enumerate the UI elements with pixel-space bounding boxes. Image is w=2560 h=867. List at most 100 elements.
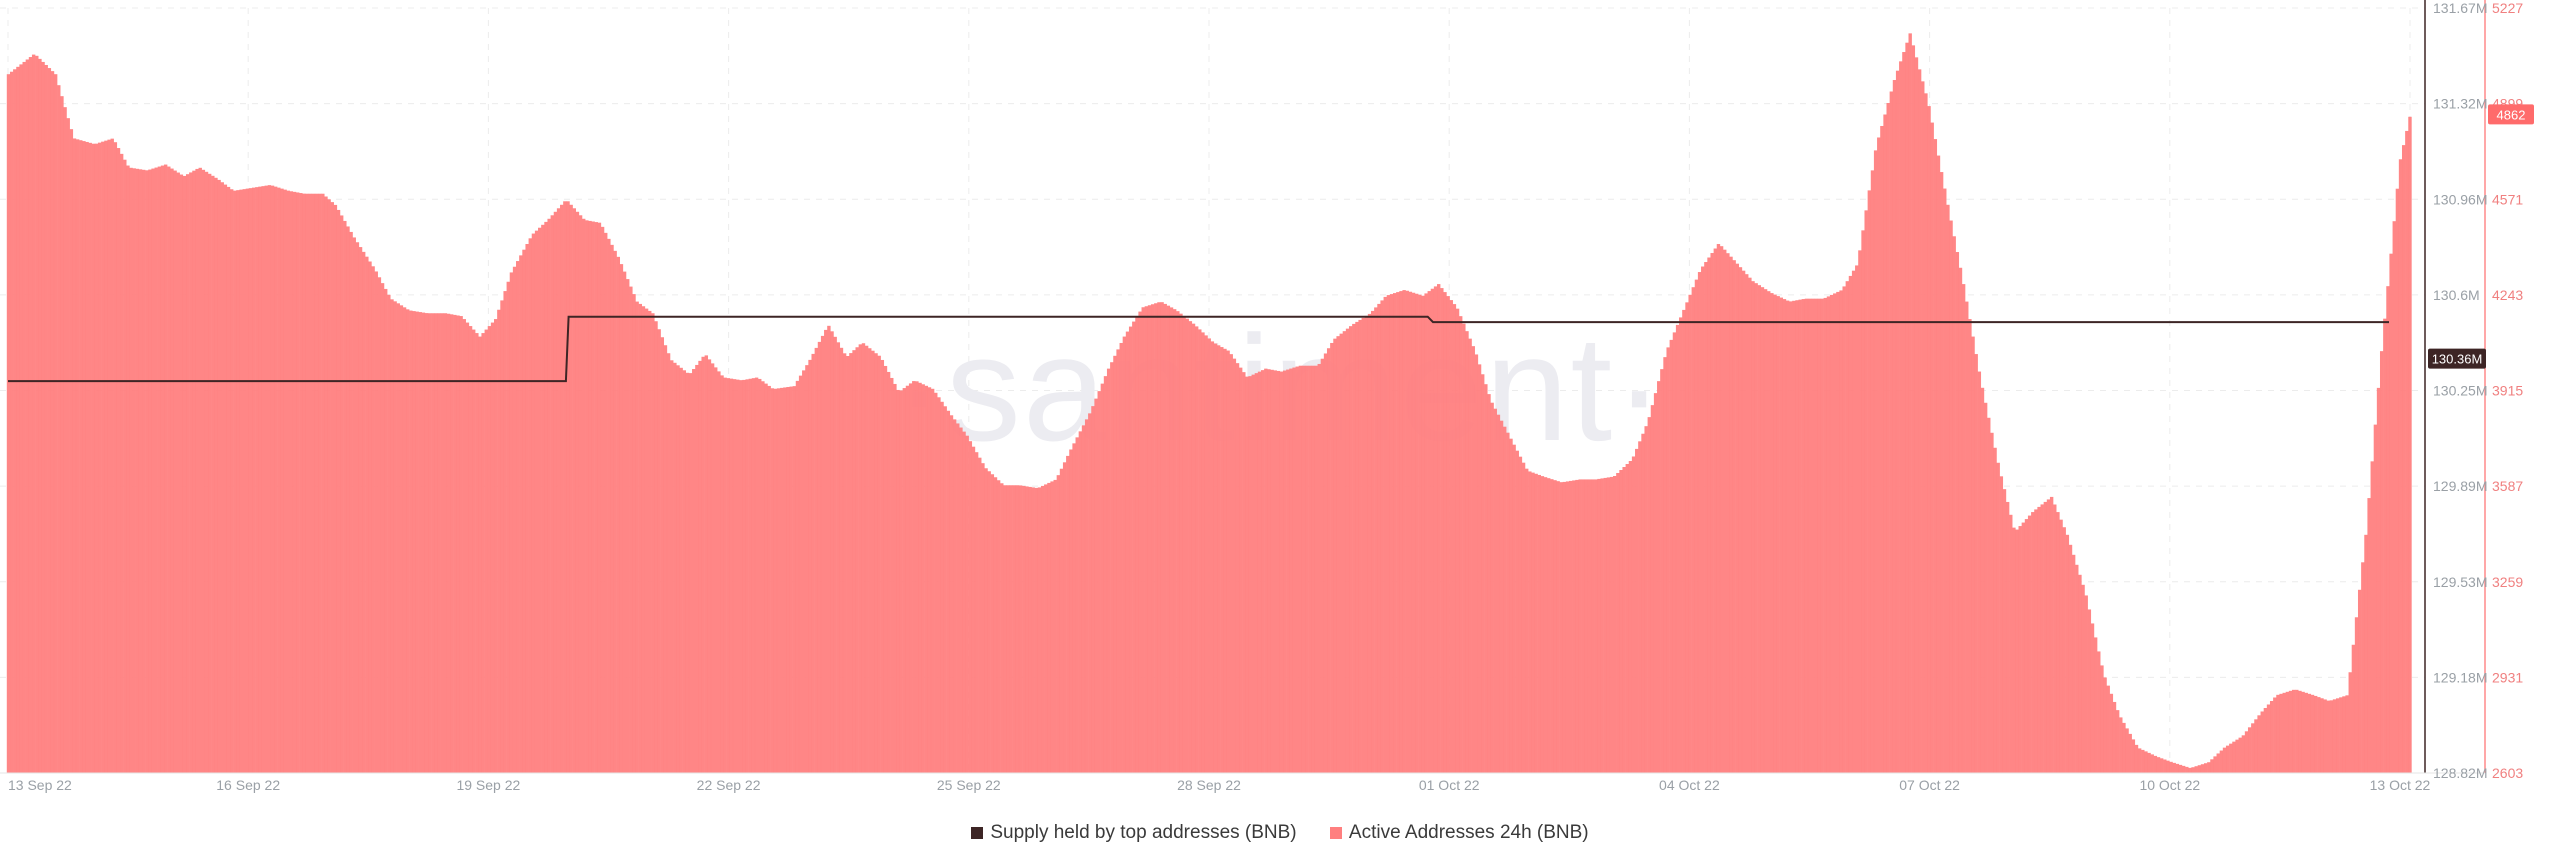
active-bar (1666, 347, 1670, 773)
active-bar (2053, 504, 2057, 773)
active-bar (273, 186, 278, 773)
active-bar (1503, 426, 1507, 773)
active-bar (1550, 479, 1554, 773)
active-bar (1078, 431, 1083, 773)
active-bar (585, 220, 589, 774)
active-bar (431, 313, 435, 773)
active-bar (1697, 272, 1702, 773)
active-bar (692, 369, 696, 773)
active-bar (632, 294, 636, 773)
legend-item-supply[interactable]: Supply held by top addresses (BNB) (971, 822, 1297, 844)
active-bar (424, 313, 429, 773)
active-bar (1562, 481, 1567, 773)
active-bar (450, 314, 454, 773)
active-bar (462, 319, 466, 773)
active-bar (1235, 363, 1240, 773)
active-bar (53, 74, 58, 773)
active-bar (220, 182, 224, 773)
active-bar (679, 367, 683, 773)
active-bar (2257, 715, 2261, 773)
x-tick-label: 13 Sep 22 (8, 777, 72, 793)
active-bar (1625, 464, 1629, 773)
active-bar (1987, 417, 1991, 773)
active-bar (1367, 313, 1372, 773)
active-bar (770, 388, 775, 773)
active-bar (556, 208, 561, 774)
active-bar (1867, 190, 1872, 774)
active-bar (1851, 270, 1856, 773)
active-bar (2046, 499, 2051, 773)
active-bar (996, 480, 1001, 773)
active-bar (698, 360, 702, 773)
active-bar (1264, 368, 1268, 773)
active-bar (1757, 285, 1762, 773)
active-bar (1713, 248, 1718, 773)
active-bar (657, 329, 661, 773)
active-badge (2488, 104, 2534, 125)
active-bar (512, 266, 517, 773)
active-bar (2128, 733, 2132, 773)
active-bar (138, 169, 143, 774)
active-bar (849, 353, 853, 773)
legend-item-active[interactable]: Active Addresses 24h (BNB) (1329, 822, 1589, 844)
active-bar (1782, 299, 1787, 773)
active-bar (858, 344, 863, 773)
active-bar (893, 383, 897, 773)
active-bar (1106, 368, 1111, 773)
active-bar (1238, 367, 1243, 773)
active-bar (802, 370, 806, 773)
active-bar (1232, 358, 1237, 773)
last-value-badges: 130.36M 4862 (2428, 104, 2534, 369)
active-bar (110, 138, 114, 774)
active-bar (1270, 369, 1274, 773)
active-bar (695, 364, 699, 773)
active-bar (2197, 765, 2202, 773)
y-left-tick-label: 130.6M (2433, 287, 2480, 303)
active-bar (839, 347, 844, 773)
active-bar (1795, 300, 1799, 773)
active-bar (1254, 373, 1259, 773)
active-bar (1487, 394, 1491, 773)
active-bar (792, 386, 797, 773)
active-bar (1716, 244, 1721, 773)
active-bar (2269, 700, 2274, 773)
active-bar (2194, 766, 2198, 773)
active-bar (2364, 534, 2368, 773)
active-bar (1578, 479, 1582, 773)
active-bar (2125, 728, 2129, 773)
active-bar (1729, 256, 1733, 773)
active-bar (399, 305, 404, 773)
active-bar (1685, 302, 1689, 773)
active-bar (575, 211, 580, 774)
active-bar (965, 435, 969, 773)
active-bar (1889, 91, 1894, 774)
active-bar (783, 387, 787, 773)
active-bar (993, 477, 998, 773)
active-bar (1220, 347, 1224, 773)
active-bar (1172, 309, 1177, 773)
active-bar (754, 377, 759, 773)
active-bar (185, 174, 190, 773)
active-bar (962, 431, 966, 773)
active-bar (604, 232, 608, 773)
active-bar (798, 375, 803, 773)
active-bar (588, 220, 592, 773)
active-bar (405, 309, 410, 773)
active-bar (978, 457, 982, 773)
active-bar (1245, 376, 1249, 773)
active-bar (1301, 365, 1306, 773)
active-bar (41, 61, 45, 774)
active-bar (1110, 362, 1114, 773)
active-bar (2376, 387, 2381, 773)
active-bar (2175, 763, 2180, 773)
active-bar (1553, 480, 1557, 773)
active-bar (129, 167, 133, 774)
active-bar (1591, 479, 1595, 773)
y-left-tick-label: 131.67M (2433, 0, 2487, 16)
active-bar (1704, 262, 1708, 773)
active-bar (952, 419, 957, 773)
active-bar (720, 375, 724, 773)
active-bar (292, 191, 297, 774)
active-bar (280, 188, 284, 773)
